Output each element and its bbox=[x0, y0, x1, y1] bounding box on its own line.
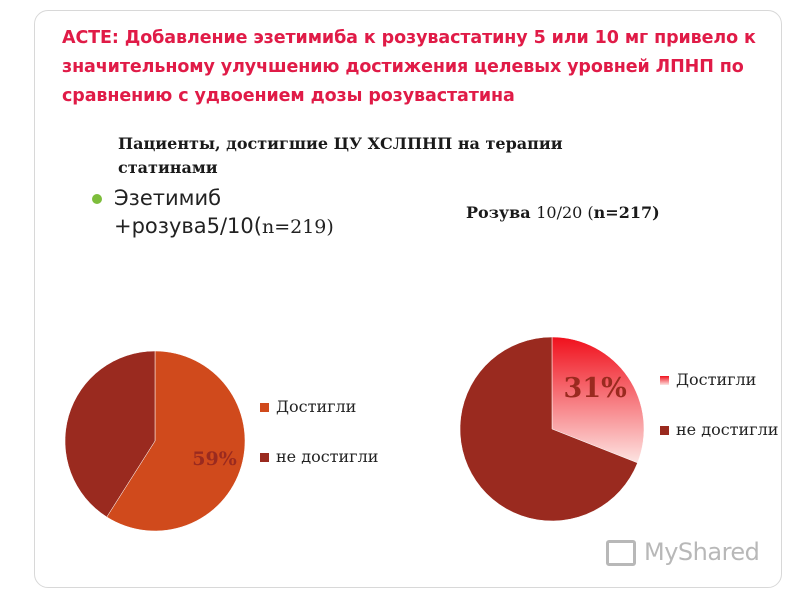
left-group-n: n=219) bbox=[261, 216, 334, 238]
legend-label: Достигли bbox=[276, 397, 357, 416]
legend-swatch bbox=[660, 426, 669, 435]
legend-item-achieved: Достигли bbox=[660, 369, 786, 391]
slide-title: ACTE: Добавление эзетимиба к розувастати… bbox=[62, 28, 756, 106]
legend-label: Достигли bbox=[676, 370, 757, 389]
data-label: 59% bbox=[192, 448, 237, 470]
bullet-icon bbox=[92, 194, 102, 204]
pie-slice-not-achieved bbox=[64, 350, 156, 518]
legend-item-not-achieved: не достигли bbox=[660, 419, 786, 441]
legend-left: Достигли не достигли bbox=[260, 396, 386, 468]
pie-slice-achieved bbox=[106, 350, 246, 532]
right-group-dose: 10/20 ( bbox=[536, 203, 594, 222]
legend-label: не достигли bbox=[676, 420, 779, 439]
legend-right: Достигли не достигли bbox=[660, 369, 786, 441]
data-label: 31% bbox=[564, 373, 627, 404]
left-group-heading: Эзетимиб +розува5/10(n=219) bbox=[92, 184, 444, 241]
right-group-n: n=217) bbox=[593, 203, 660, 222]
presentation-board-icon bbox=[606, 540, 636, 566]
pie-slice-not-achieved bbox=[459, 336, 638, 522]
legend-label: не достигли bbox=[276, 447, 379, 466]
watermark: MyShared bbox=[606, 536, 766, 572]
pie-chart-right: 31% bbox=[459, 336, 645, 522]
watermark-text: MyShared bbox=[644, 538, 760, 566]
chart-subtitle: Пациенты, достигшие ЦУ ХСЛПНП на терапии… bbox=[118, 134, 563, 177]
legend-swatch bbox=[260, 453, 269, 462]
legend-item-achieved: Достигли bbox=[260, 396, 386, 418]
legend-item-not-achieved: не достигли bbox=[260, 446, 386, 468]
legend-swatch bbox=[660, 376, 669, 385]
left-group-label: Эзетимиб +розува5/10( bbox=[114, 186, 262, 238]
pie-chart-left: 59% bbox=[64, 350, 246, 532]
right-group-heading: Розува 10/20 (n=217) bbox=[466, 203, 726, 222]
pie-slice-achieved bbox=[551, 336, 645, 464]
right-group-label: Розува bbox=[466, 203, 537, 222]
legend-swatch bbox=[260, 403, 269, 412]
